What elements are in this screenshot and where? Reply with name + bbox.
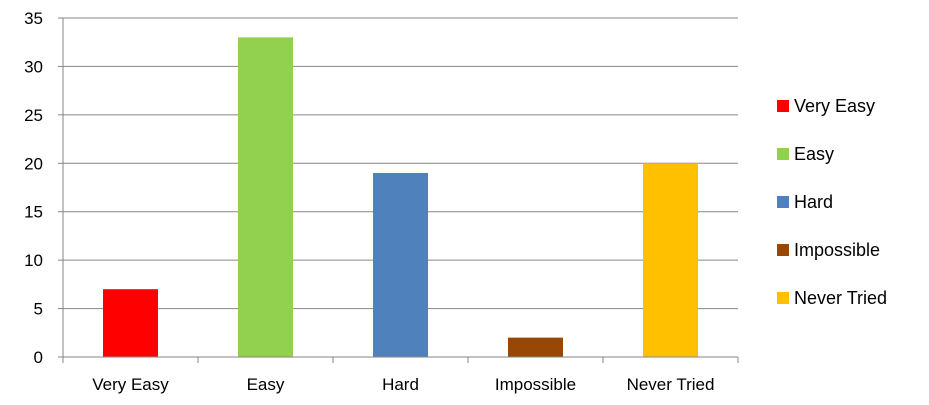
legend-label: Impossible bbox=[794, 240, 880, 260]
x-tick-label: Easy bbox=[247, 375, 285, 394]
y-tick-label: 15 bbox=[24, 203, 43, 222]
x-tick-labels: Very Easy Easy Hard Impossible Never Tried bbox=[92, 375, 714, 394]
y-tick-label: 5 bbox=[34, 300, 43, 319]
x-tick-label: Impossible bbox=[495, 375, 576, 394]
bar-impossible bbox=[508, 337, 563, 357]
bar-never-tried bbox=[643, 163, 698, 357]
y-tick-label: 10 bbox=[24, 251, 43, 270]
y-tick-label: 35 bbox=[24, 9, 43, 28]
x-tick-label: Hard bbox=[382, 375, 419, 394]
bars bbox=[103, 37, 698, 357]
y-tick-label: 0 bbox=[34, 348, 43, 367]
legend-label: Very Easy bbox=[794, 96, 875, 116]
bar-hard bbox=[373, 172, 428, 357]
legend-label: Hard bbox=[794, 192, 833, 212]
y-tick-label: 25 bbox=[24, 106, 43, 125]
legend-swatch bbox=[777, 292, 789, 304]
bar-very-easy bbox=[103, 289, 158, 357]
y-tick-label: 20 bbox=[24, 154, 43, 173]
legend-swatch bbox=[777, 244, 789, 256]
legend-swatch bbox=[777, 100, 789, 112]
legend-label: Easy bbox=[794, 144, 834, 164]
axes bbox=[58, 17, 739, 363]
bar-easy bbox=[238, 37, 293, 357]
legend-swatch bbox=[777, 148, 789, 160]
y-tick-labels: 0 5 10 15 20 25 30 35 bbox=[24, 9, 43, 367]
legend-label: Never Tried bbox=[794, 288, 887, 308]
legend: Very Easy Easy Hard Impossible Never Tried bbox=[777, 96, 887, 308]
x-tick-label: Very Easy bbox=[92, 375, 169, 394]
y-tick-label: 30 bbox=[24, 57, 43, 76]
x-tick-label: Never Tried bbox=[627, 375, 715, 394]
legend-swatch bbox=[777, 196, 789, 208]
